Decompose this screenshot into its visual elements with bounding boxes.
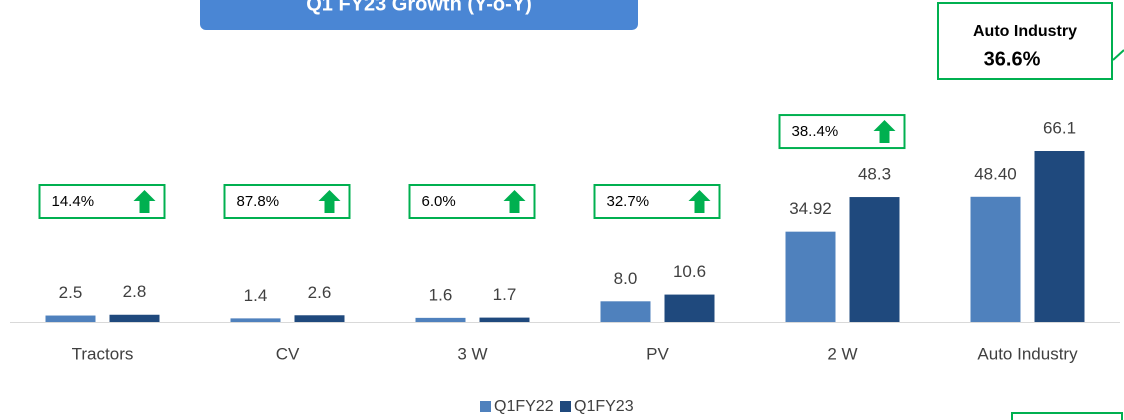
growth-label: 6.0% [422,193,456,210]
value-label: 2.8 [123,282,147,301]
x-tick-label: Tractors [72,344,134,363]
connector [1112,49,1124,61]
growth-arrow [873,120,896,144]
x-tick-label: CV [276,344,300,363]
legend-label: Q1FY23 [574,398,634,415]
value-label: 2.6 [308,283,332,302]
value-label: 1.4 [244,286,268,305]
legend-swatch [480,401,491,412]
bar [109,314,160,322]
decor-box [1011,412,1123,420]
growth-label: 14.4% [52,193,95,210]
bar [415,317,466,322]
bar [479,317,530,322]
bar [294,315,345,322]
bar [664,294,715,322]
value-label: 10.6 [673,262,706,281]
highlight-title: Auto Industry [973,23,1077,40]
highlight-value: 36.6% [984,48,1041,70]
x-tick-label: 3 W [457,344,487,363]
x-tick-label: 2 W [827,344,857,363]
bar [600,301,651,322]
growth-arrow [688,190,711,213]
title-box [200,0,638,30]
value-label: 66.1 [1043,118,1076,137]
bar [970,196,1021,322]
value-label: 1.7 [493,285,517,304]
bar [785,231,836,322]
bar [230,318,281,322]
chart-title: Q1 FY23 Growth (Y-o-Y) [306,0,532,15]
x-tick-label: PV [646,344,669,363]
legend-label: Q1FY22 [494,398,554,415]
growth-label: 38..4% [792,123,839,140]
x-tick-label: Auto Industry [977,344,1078,363]
growth-arrow [503,190,526,213]
growth-arrow [133,190,156,213]
bar [849,197,900,322]
growth-arrow [318,190,341,213]
growth-label: 87.8% [237,193,280,210]
legend-swatch [560,401,571,412]
value-label: 48.3 [858,165,891,184]
value-label: 48.40 [974,164,1017,183]
highlight-box [937,2,1113,80]
bar [1034,151,1085,322]
bar [45,315,96,322]
value-label: 1.6 [429,285,453,304]
value-label: 2.5 [59,283,83,302]
value-label: 34.92 [789,199,832,218]
growth-label: 32.7% [607,193,650,210]
value-label: 8.0 [614,269,638,288]
